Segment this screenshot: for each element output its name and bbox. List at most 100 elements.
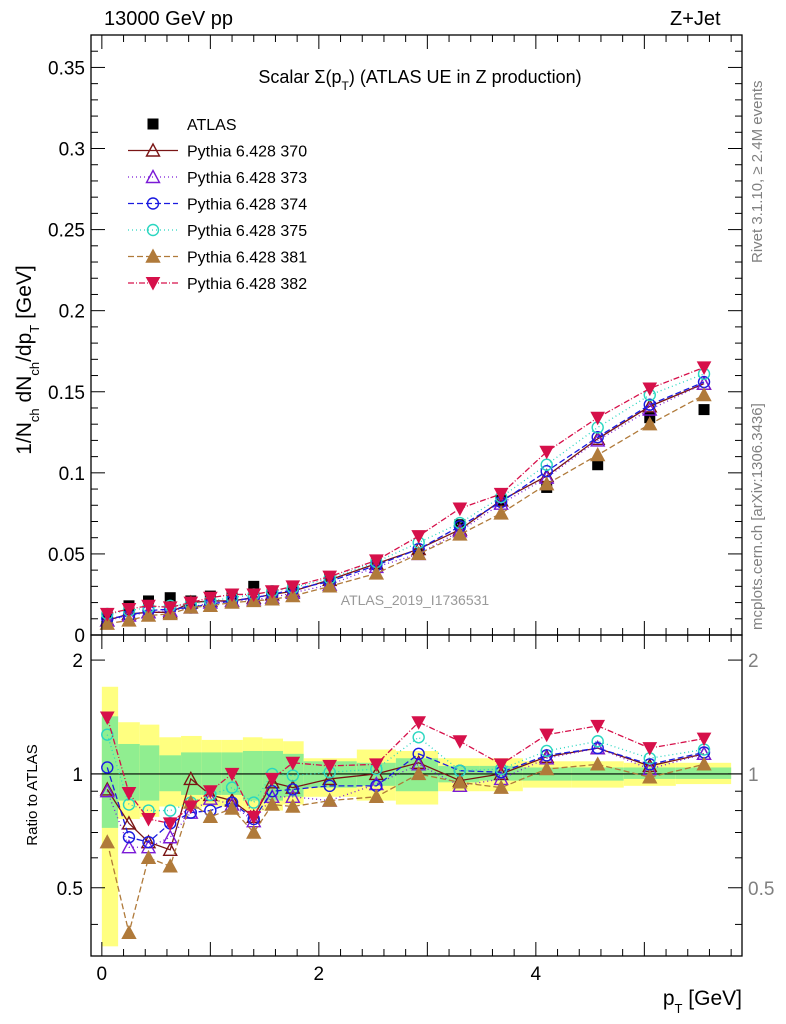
pythia-6-428-375-ratio-point (225, 781, 239, 794)
pythia-6-428-382-point (696, 361, 712, 375)
atlas-point (698, 404, 710, 416)
pythia-6-428-382-point (411, 530, 427, 544)
legend-label-pythia-6-428-375: Pythia 6.428 375 (187, 223, 307, 240)
pythia-6-428-382-ratio-point (162, 817, 178, 831)
ratio-y-axis-title: Ratio to ATLAS (24, 744, 41, 845)
ratio-y-tick-label: 2 (72, 651, 83, 672)
ratio-y-tick-label: 0.5 (57, 879, 83, 900)
header-right-label: Z+Jet (670, 8, 721, 30)
pythia-6-428-381-point (99, 615, 115, 630)
pythia-6-428-381-ratio-point (264, 796, 280, 811)
legend-label-pythia-6-428-382: Pythia 6.428 382 (187, 276, 307, 293)
pythia-6-428-375-ratio-point (164, 804, 177, 817)
stat-uncertainty-band (242, 750, 263, 801)
pythia-6-428-370-ratio-point (264, 774, 280, 789)
pythia-6-428-381-ratio-point (368, 788, 385, 803)
pythia-6-428-374-ratio-point (122, 831, 136, 844)
pythia-6-428-374-ratio-point (101, 761, 114, 774)
ratio-y-tick-label: 1 (72, 765, 83, 786)
y-tick-label: 0.35 (48, 58, 85, 79)
pythia-6-428-381-point (202, 597, 219, 613)
pythia-6-428-381-point (224, 594, 240, 609)
pythia-6-428-382-ratio-point (696, 732, 712, 747)
pythia-6-428-381-point (368, 565, 385, 580)
legend-marker-pythia-6-428-374 (146, 197, 160, 210)
pythia-6-428-370-ratio-point (121, 815, 137, 830)
pythia-6-428-370-ratio-point (285, 779, 301, 794)
pythia-6-428-382-point (322, 570, 338, 585)
pythia-6-428-381-ratio-point (493, 779, 509, 794)
legend-label-pythia-6-428-373: Pythia 6.428 373 (187, 170, 307, 187)
pythia-6-428-381-line (107, 394, 705, 625)
ratio-y-tick-label-right: 2 (748, 651, 759, 672)
ratio-y-tick-label-right: 0.5 (748, 879, 774, 900)
header-left-label: 13000 GeV pp (104, 8, 233, 30)
pythia-6-428-382-ratio-point (141, 812, 156, 827)
x-axis-title: pT [GeV] (663, 987, 742, 1016)
pythia-6-428-374-point (591, 430, 604, 444)
pythia-6-428-382-ratio-point (590, 719, 606, 734)
pythia-6-428-382-point (99, 607, 115, 622)
pythia-6-428-374-ratio-point (142, 835, 155, 849)
pythia-6-428-381-ratio-point (285, 798, 301, 813)
pythia-6-428-374-ratio-point (540, 749, 553, 762)
stat-uncertainty-band (118, 743, 140, 801)
pythia-6-428-382-ratio-point (411, 716, 427, 730)
pythia-6-428-382-ratio-point (121, 787, 137, 801)
legend-marker-pythia-6-428-381 (145, 248, 161, 263)
pythia-6-428-382-ratio-point (369, 758, 384, 772)
pythia-6-428-382-ratio-point (183, 800, 199, 815)
pythia-6-428-382-point (285, 580, 301, 594)
pythia-6-428-382-point (452, 502, 468, 517)
pythia-6-428-375-ratio-point (101, 728, 114, 741)
pythia-6-428-382-point (642, 382, 658, 397)
pythia-6-428-381-ratio-point (452, 774, 468, 789)
pythia-6-428-382-ratio-point (642, 742, 658, 756)
pythia-6-428-375-ratio-point (412, 731, 425, 744)
pythia-6-428-375-line (107, 373, 705, 615)
y-tick-label: 0.3 (59, 140, 85, 161)
ratio-plot-frame (90, 634, 743, 957)
pythia-6-428-381-point (642, 416, 658, 431)
pythia-6-428-373-ratio-point (99, 783, 115, 798)
pythia-6-428-373-ratio-line (106, 747, 705, 848)
stat-uncertainty-band (159, 755, 182, 792)
pythia-6-428-373-ratio-point (121, 839, 137, 854)
y-tick-label: 0 (74, 626, 85, 647)
legend-marker-atlas (147, 118, 159, 130)
rivet-label: Rivet 3.1.10, ≥ 2.4M events (749, 81, 766, 264)
pythia-6-428-375-ratio-point (591, 735, 604, 748)
pythia-6-428-370-ratio-point (162, 841, 178, 857)
pythia-6-428-375-ratio-point (247, 796, 260, 809)
pythia-6-428-381-ratio-point (162, 858, 178, 873)
pythia-6-428-382-ratio-point (539, 728, 555, 743)
pythia-6-428-370-ratio-point (183, 770, 199, 786)
pythia-6-428-381-ratio-point (224, 800, 240, 815)
pythia-6-428-382-ratio-point (285, 756, 301, 771)
pythia-6-428-382-point (224, 588, 240, 603)
pythia-6-428-381-point (590, 447, 606, 462)
chart-title: Scalar Σ(pT) (ATLAS UE in Z production) (258, 67, 581, 93)
atlas-point (592, 459, 604, 471)
pythia-6-428-382-point (183, 596, 199, 611)
legend-label-pythia-6-428-370: Pythia 6.428 370 (187, 144, 307, 161)
pythia-6-428-382-point (121, 603, 137, 617)
x-tick-label: 0 (97, 964, 108, 985)
legend-label-pythia-6-428-381: Pythia 6.428 381 (187, 250, 307, 267)
legend-label-atlas: ATLAS (187, 117, 237, 134)
pythia-6-428-382-point (369, 554, 384, 568)
y-tick-label: 0.1 (59, 464, 85, 485)
pythia-6-428-381-ratio-point (539, 761, 555, 776)
y-tick-label: 0.15 (48, 383, 85, 404)
analysis-label: ATLAS_2019_I1736531 (341, 592, 490, 608)
pythia-6-428-381-ratio-point (696, 756, 712, 771)
stat-uncertainty-band (139, 745, 160, 801)
pythia-6-428-374-ratio-point (591, 741, 604, 755)
pythia-6-428-370-ratio-point (99, 781, 115, 796)
pythia-6-428-381-point (539, 476, 555, 491)
pythia-6-428-381-ratio-point (202, 808, 219, 824)
x-tick-label: 4 (531, 964, 542, 985)
pythia-6-428-382-point (162, 601, 178, 615)
atlas-point (164, 592, 176, 604)
